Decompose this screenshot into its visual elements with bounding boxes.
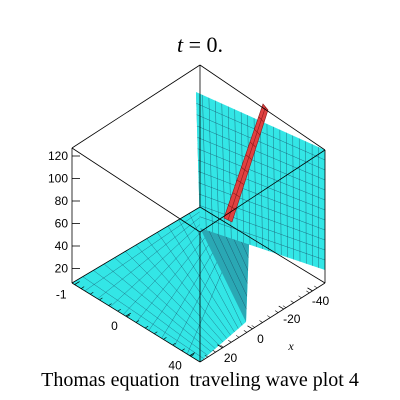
box-edge	[71, 64, 201, 149]
floor-mesh-line	[146, 238, 228, 339]
box-edge	[199, 149, 326, 233]
x-tick-label: -40	[312, 294, 330, 308]
x-minor-tick	[282, 305, 287, 308]
x-minor-tick	[298, 295, 302, 299]
plateau-mesh-line	[198, 171, 326, 221]
ridge-mesh-line	[227, 106, 266, 221]
x-minor-tick	[274, 310, 279, 313]
z-tick-label: 20	[55, 262, 69, 276]
bounding-box	[71, 64, 326, 363]
y-minor-tick	[163, 337, 167, 340]
floor-mesh-line	[97, 209, 211, 299]
y-minor-tick	[154, 331, 158, 335]
y-tick-mark	[74, 281, 80, 285]
title-variable: t	[176, 32, 184, 57]
box-edge	[199, 64, 326, 151]
plateau-mesh-line	[198, 193, 326, 241]
x-tick-label: 0	[257, 332, 264, 346]
plateau-mesh-line	[198, 182, 326, 231]
z-tick-label: 40	[55, 239, 69, 253]
y-minor-tick	[90, 292, 94, 295]
x-minor-tick	[204, 354, 208, 358]
y-minor-tick	[135, 320, 140, 323]
plateau-mesh-line	[196, 125, 326, 181]
x-minor-tick	[267, 315, 271, 318]
y-minor-tick	[172, 342, 176, 346]
y-tick-mark	[189, 352, 195, 357]
floor-mesh-line	[178, 219, 239, 329]
y-minor-tick	[181, 348, 185, 351]
y-minor-tick	[80, 286, 85, 289]
x-minor-tick	[306, 290, 310, 294]
plateau-mesh-line	[199, 205, 326, 251]
chart-title: t = 0.	[0, 32, 400, 58]
x-minor-tick	[235, 335, 240, 338]
x-minor-tick	[259, 320, 263, 323]
box-edge	[71, 147, 201, 233]
y-tick-label: 40	[168, 359, 182, 373]
y-minor-tick	[99, 297, 103, 301]
box-edge	[71, 206, 201, 284]
x-minor-tick	[290, 300, 294, 303]
title-value: = 0.	[188, 32, 224, 57]
chart-caption: Thomas equation traveling wave plot 4	[41, 369, 359, 391]
box-edge	[199, 206, 326, 284]
floor-mesh-line	[82, 276, 204, 359]
x-tick-mark	[247, 325, 253, 330]
floor-mesh-line	[167, 225, 235, 333]
plateau-mesh-line	[197, 148, 326, 201]
floor-surface	[72, 207, 250, 362]
x-minor-tick	[243, 330, 248, 333]
z-tick-label: 100	[48, 172, 68, 186]
plateau-mesh-line	[196, 114, 326, 171]
y-minor-tick	[144, 325, 149, 329]
floor-mesh-line	[103, 263, 212, 353]
floor-mesh-line	[135, 244, 224, 343]
y-minor-tick	[190, 354, 195, 357]
y-minor-tick	[126, 314, 131, 318]
surface-layer	[72, 92, 326, 362]
floor-mesh-line	[114, 257, 216, 349]
x-minor-tick	[220, 344, 224, 348]
x-minor-tick	[212, 349, 216, 353]
y-minor-tick	[108, 303, 112, 306]
z-tick-label: 60	[55, 217, 69, 231]
y-tick-label: 0	[111, 319, 118, 333]
x-tick-mark	[217, 344, 223, 349]
plateau-mesh-line	[197, 159, 326, 211]
floor-mesh-line	[93, 270, 208, 356]
x-tick-label: -20	[283, 312, 301, 326]
floor-mesh-line	[157, 232, 231, 336]
z-tick-label: 120	[48, 149, 68, 163]
x-minor-tick	[251, 325, 255, 328]
x-tick-mark	[278, 305, 284, 310]
tick-layer: 120 100 80 60 40 20 -1 0 40 -40 -20 0 20 x	[48, 149, 330, 373]
x-minor-tick	[228, 340, 232, 343]
y-tick-mark	[125, 312, 131, 317]
z-tick-label: 80	[55, 194, 69, 208]
floor-mesh-line	[125, 251, 220, 346]
x-tick-mark	[307, 287, 313, 292]
x-minor-tick	[314, 285, 318, 289]
floor-mesh-line	[189, 213, 243, 326]
x-tick-label: 20	[224, 351, 238, 365]
plateau-mesh-line	[199, 216, 326, 261]
y-minor-tick	[117, 308, 121, 312]
y-tick-label: -1	[56, 288, 67, 302]
x-axis-label: x	[287, 339, 294, 353]
plateau-mesh-line	[197, 137, 326, 191]
